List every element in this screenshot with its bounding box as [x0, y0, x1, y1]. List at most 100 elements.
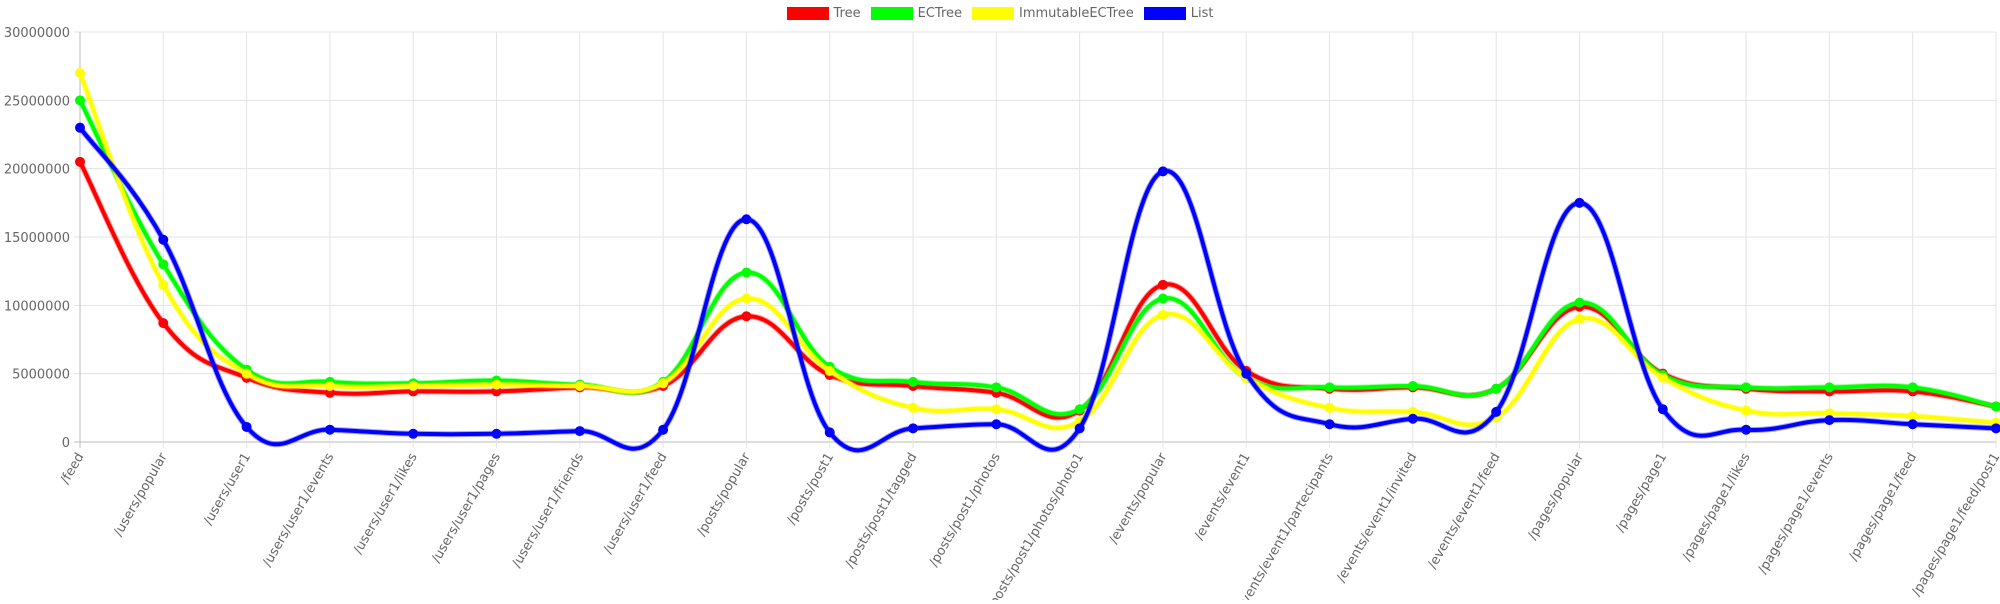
data-point-immutableectree [325, 381, 334, 390]
data-point-immutableectree [1742, 406, 1751, 415]
data-point-list [325, 425, 334, 434]
y-tick-label: 30000000 [4, 26, 70, 41]
series-line-tree [80, 162, 1996, 418]
series-halo-ectree [80, 100, 1996, 414]
data-point-list [1492, 407, 1501, 416]
x-tick-label: /users/user1/friends [509, 450, 587, 570]
data-point-immutableectree [575, 381, 584, 390]
data-point-list [1158, 167, 1167, 176]
legend-swatch [787, 7, 829, 20]
y-tick-label: 15000000 [4, 231, 70, 246]
data-point-ectree [76, 96, 85, 105]
legend: Tree ECTree ImmutableECTree List [0, 6, 2000, 21]
x-tick-label: /users/popular [111, 450, 171, 539]
data-point-immutableectree [1575, 315, 1584, 324]
data-point-immutableectree [76, 69, 85, 78]
x-tick-label: /posts/post1/photos/photo1 [985, 451, 1087, 601]
x-tick-label: /feed [58, 451, 88, 487]
x-tick-label: /events/event1/feed [1425, 451, 1504, 572]
y-tick-label: 25000000 [4, 94, 70, 109]
x-tick-label: /users/user1/pages [429, 450, 504, 565]
x-tick-label: /pages/page1/events [1755, 450, 1837, 576]
data-point-ectree [159, 260, 168, 269]
data-point-tree [742, 312, 751, 321]
data-point-ectree [1575, 298, 1584, 307]
data-point-list [1325, 420, 1334, 429]
data-point-immutableectree [825, 366, 834, 375]
x-tick-label: /users/user1/likes [351, 450, 421, 556]
legend-item-immutableectree[interactable]: ImmutableECTree [972, 6, 1134, 21]
y-tick-label: 0 [62, 436, 70, 451]
x-tick-label: /posts/post1/tagged [842, 451, 920, 571]
data-point-ectree [1825, 383, 1834, 392]
data-point-list [1575, 198, 1584, 207]
x-tick-label: /events/event1/invited [1334, 451, 1420, 586]
x-tick-label: /posts/post1 [784, 451, 837, 528]
x-tick-label: /events/popular [1106, 450, 1170, 547]
data-point-immutableectree [409, 381, 418, 390]
x-tick-label: /pages/page1/feed [1846, 451, 1920, 564]
data-point-list [1408, 414, 1417, 423]
data-point-ectree [1158, 294, 1167, 303]
data-point-ectree [1325, 383, 1334, 392]
data-point-list [1992, 424, 2000, 433]
data-point-list [659, 425, 668, 434]
x-tick-label: /users/user1 [201, 451, 254, 528]
data-point-list [742, 215, 751, 224]
data-point-immutableectree [242, 369, 251, 378]
data-point-immutableectree [159, 280, 168, 289]
data-point-list [159, 235, 168, 244]
legend-label: ECTree [918, 6, 962, 21]
x-tick-label: /events/event1/partecipants [1232, 450, 1337, 600]
data-point-list [1742, 425, 1751, 434]
data-point-ectree [1908, 383, 1917, 392]
data-point-list [1075, 424, 1084, 433]
data-point-list [909, 424, 918, 433]
data-point-immutableectree [1908, 412, 1917, 421]
data-point-list [1825, 416, 1834, 425]
data-point-list [1242, 369, 1251, 378]
data-point-ectree [1408, 381, 1417, 390]
data-point-immutableectree [1158, 310, 1167, 319]
data-point-immutableectree [492, 380, 501, 389]
data-point-tree [1158, 280, 1167, 289]
data-point-list [1908, 420, 1917, 429]
legend-swatch [972, 7, 1014, 20]
data-point-ectree [1492, 384, 1501, 393]
data-point-tree [76, 157, 85, 166]
data-point-list [575, 427, 584, 436]
x-tick-label: /events/event1 [1192, 451, 1254, 543]
legend-label: ImmutableECTree [1019, 6, 1134, 21]
data-point-list [409, 429, 418, 438]
data-point-immutableectree [992, 405, 1001, 414]
data-point-list [825, 428, 834, 437]
x-tick-label: /posts/post1/photos [927, 450, 1004, 569]
legend-item-list[interactable]: List [1144, 6, 1214, 21]
legend-item-ectree[interactable]: ECTree [871, 6, 962, 21]
data-point-ectree [1742, 383, 1751, 392]
data-point-immutableectree [1658, 373, 1667, 382]
x-tick-label: /users/user1/feed [601, 451, 671, 557]
data-point-tree [159, 319, 168, 328]
data-point-ectree [742, 268, 751, 277]
data-point-ectree [992, 383, 1001, 392]
x-tick-label: /pages/page1 [1613, 451, 1670, 535]
data-point-list [1658, 405, 1667, 414]
data-point-list [992, 420, 1001, 429]
data-point-ectree [909, 377, 918, 386]
series-line-immutableectree [80, 73, 1996, 428]
x-tick-label: /pages/popular [1525, 450, 1587, 543]
y-tick-label: 10000000 [4, 299, 70, 314]
legend-swatch [871, 7, 913, 20]
series-halo-immutableectree [80, 73, 1996, 428]
legend-label: Tree [834, 6, 861, 21]
data-point-immutableectree [1325, 403, 1334, 412]
data-point-ectree [1075, 405, 1084, 414]
data-point-immutableectree [659, 379, 668, 388]
legend-swatch [1144, 7, 1186, 20]
x-tick-label: /posts/popular [694, 450, 754, 539]
data-point-immutableectree [909, 403, 918, 412]
y-tick-label: 5000000 [12, 368, 70, 383]
legend-item-tree[interactable]: Tree [787, 6, 861, 21]
